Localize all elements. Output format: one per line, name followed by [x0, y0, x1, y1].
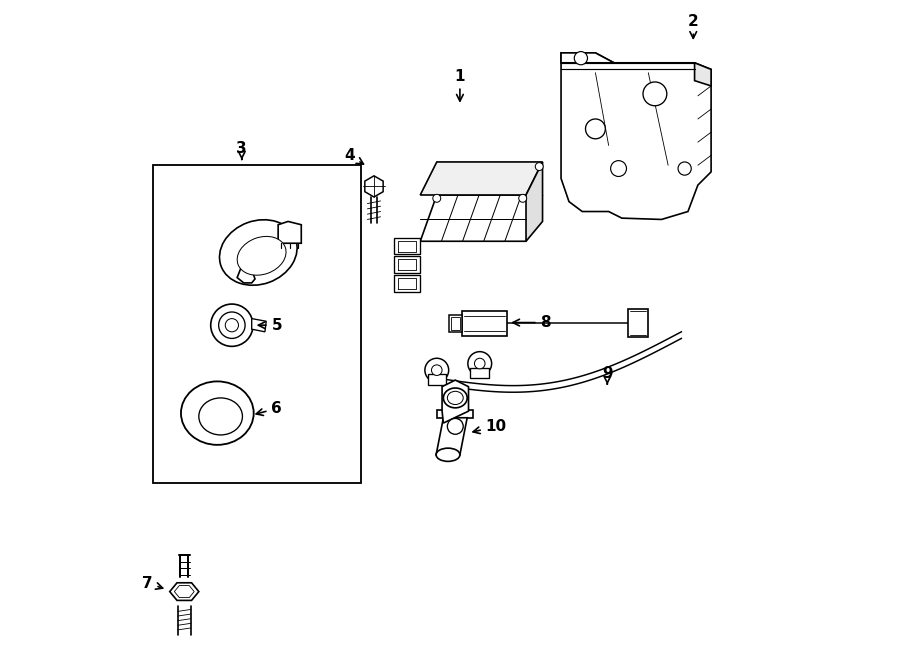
Polygon shape: [695, 63, 711, 86]
Ellipse shape: [181, 381, 254, 445]
Circle shape: [643, 82, 667, 106]
Polygon shape: [449, 315, 462, 332]
Text: 3: 3: [237, 141, 248, 159]
Circle shape: [586, 119, 606, 139]
Text: 7: 7: [142, 576, 163, 590]
Text: 10: 10: [473, 419, 507, 434]
Polygon shape: [175, 586, 194, 598]
Ellipse shape: [220, 219, 297, 286]
Polygon shape: [278, 221, 302, 243]
Circle shape: [474, 358, 485, 369]
Text: 6: 6: [256, 401, 283, 416]
Circle shape: [219, 312, 245, 338]
Ellipse shape: [238, 237, 286, 275]
Circle shape: [433, 194, 441, 202]
Circle shape: [468, 352, 491, 375]
Text: 9: 9: [602, 366, 613, 384]
Polygon shape: [394, 256, 419, 273]
Text: 5: 5: [258, 318, 282, 332]
Circle shape: [678, 162, 691, 175]
Ellipse shape: [444, 388, 467, 408]
Circle shape: [447, 418, 464, 434]
Ellipse shape: [447, 391, 464, 405]
Circle shape: [225, 319, 238, 332]
Polygon shape: [462, 311, 507, 336]
Polygon shape: [170, 583, 199, 600]
Ellipse shape: [436, 448, 460, 461]
Ellipse shape: [199, 398, 242, 435]
Circle shape: [574, 52, 588, 65]
Text: 4: 4: [344, 148, 364, 164]
Polygon shape: [471, 368, 489, 378]
Polygon shape: [394, 275, 419, 292]
Bar: [153, 165, 361, 483]
Polygon shape: [252, 319, 266, 332]
Circle shape: [518, 194, 526, 202]
Circle shape: [431, 365, 442, 375]
Polygon shape: [628, 309, 648, 337]
Text: 8: 8: [513, 315, 551, 330]
Polygon shape: [420, 195, 543, 241]
Polygon shape: [436, 410, 473, 418]
Polygon shape: [428, 374, 446, 385]
Polygon shape: [561, 53, 614, 63]
Polygon shape: [364, 176, 383, 197]
Circle shape: [211, 304, 253, 346]
Polygon shape: [561, 53, 711, 219]
Polygon shape: [436, 418, 467, 455]
Circle shape: [610, 161, 626, 176]
Circle shape: [425, 358, 449, 382]
Polygon shape: [442, 380, 469, 423]
Polygon shape: [238, 266, 255, 283]
Polygon shape: [420, 162, 543, 195]
Polygon shape: [451, 317, 460, 330]
Polygon shape: [526, 162, 543, 241]
Text: 2: 2: [688, 14, 698, 38]
Circle shape: [536, 163, 544, 171]
Polygon shape: [394, 238, 419, 254]
Text: 1: 1: [454, 69, 465, 101]
